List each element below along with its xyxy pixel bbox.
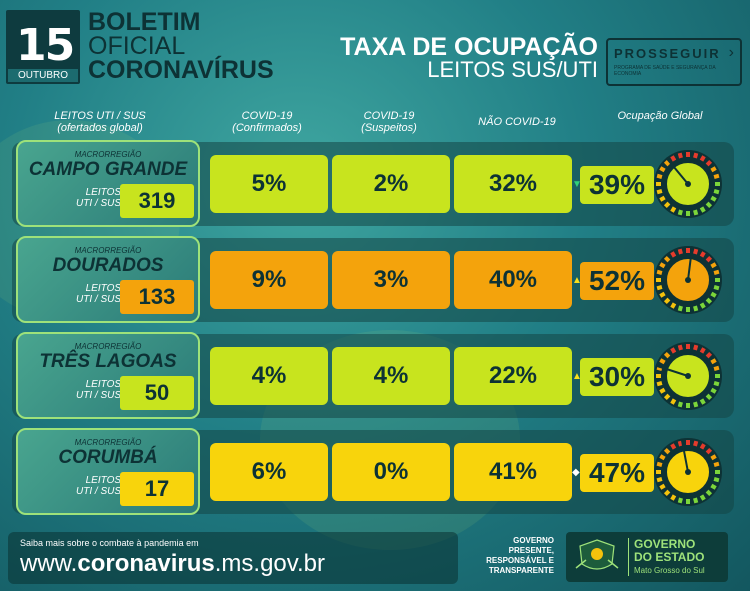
footer-caption: Saiba mais sobre o combate à pandemia em	[20, 538, 199, 548]
suspeitos-cell: 4%	[332, 347, 450, 405]
col-header-confirmados: COVID-19 (Confirmados)	[232, 110, 302, 134]
suspeitos-cell: 3%	[332, 251, 450, 309]
title-line-1: BOLETIM	[88, 8, 201, 36]
title-line-3: CORONAVÍRUS	[88, 56, 274, 84]
leitos-count: 319	[120, 184, 194, 218]
nao-covid-cell: 22%	[454, 347, 572, 405]
chevron-right-icon: ›	[728, 44, 734, 61]
bulletin-title: BOLETIM OFICIAL CORONAVÍRUS	[88, 8, 274, 84]
trend-up-icon: ▲	[572, 371, 582, 382]
footer-url[interactable]: www.coronavirus.ms.gov.br	[20, 550, 325, 577]
taxa-heading: TAXA DE OCUPAÇÃO LEITOS SUS/UTI	[340, 35, 598, 81]
leitos-label: LEITOS UTI / SUS	[76, 283, 122, 305]
leitos-count: 133	[120, 280, 194, 314]
ocupacao-value: 39%	[580, 166, 654, 204]
title-line-2: OFICIAL	[88, 32, 186, 60]
col-header-leitos: LEITOS UTI / SUS (ofertados global)	[54, 110, 146, 134]
nao-covid-cell: 32%	[454, 155, 572, 213]
gov-name: GOVERNO DO ESTADO	[634, 537, 705, 564]
trend-up-icon: ▲	[572, 275, 582, 286]
suspeitos-cell: 2%	[332, 155, 450, 213]
macro-label: MACRORREGIÃO	[74, 438, 142, 447]
confirmados-cell: 4%	[210, 347, 328, 405]
gauge-icon	[654, 342, 722, 410]
region-name: DOURADOS	[52, 255, 164, 276]
gauge-icon	[654, 246, 722, 314]
leitos-label: LEITOS UTI / SUS	[76, 475, 122, 497]
prosseguir-label: PROSSEGUIR	[614, 46, 721, 61]
col-header-nao-covid: NÃO COVID-19	[478, 116, 556, 128]
col-header-suspeitos: COVID-19 (Suspeitos)	[361, 110, 417, 134]
taxa-line-1: TAXA DE OCUPAÇÃO	[340, 33, 598, 61]
trend-flat-icon: ◆	[572, 467, 580, 478]
leitos-label: LEITOS UTI / SUS	[76, 379, 122, 401]
confirmados-cell: 6%	[210, 443, 328, 501]
ocupacao-value: 52%	[580, 262, 654, 300]
region-card: MACRORREGIÃO TRÊS LAGOAS LEITOS UTI / SUS…	[16, 332, 200, 419]
nao-covid-cell: 41%	[454, 443, 572, 501]
gauge-icon	[654, 150, 722, 218]
leitos-count: 17	[120, 472, 194, 506]
date-day: 15	[16, 20, 75, 71]
date-month: OUTUBRO	[8, 69, 78, 82]
prosseguir-logo: PROSSEGUIR PROGRAMA DE SAÚDE E SEGURANÇA…	[606, 38, 742, 86]
trend-down-icon: ▼	[572, 179, 582, 190]
gov-state: Mato Grosso do Sul	[634, 566, 705, 575]
region-name: CAMPO GRANDE	[28, 159, 188, 180]
state-crest-icon	[575, 539, 619, 570]
region-card: MACRORREGIÃO DOURADOS LEITOS UTI / SUS 13…	[16, 236, 200, 323]
leitos-count: 50	[120, 376, 194, 410]
col-header-ocupacao: Ocupação Global	[617, 110, 703, 122]
prosseguir-sub: PROGRAMA DE SAÚDE E SEGURANÇA DA ECONOMI…	[614, 65, 716, 77]
region-name: TRÊS LAGOAS	[39, 351, 177, 372]
region-card: MACRORREGIÃO CORUMBÁ LEITOS UTI / SUS 17	[16, 428, 200, 515]
region-card: MACRORREGIÃO CAMPO GRANDE LEITOS UTI / SU…	[16, 140, 200, 227]
government-slogan: GOVERNO PRESENTE, RESPONSÁVEL E TRANSPAR…	[486, 536, 554, 575]
region-name: CORUMBÁ	[58, 447, 158, 468]
nao-covid-cell: 40%	[454, 251, 572, 309]
leitos-label: LEITOS UTI / SUS	[76, 187, 122, 209]
ocupacao-value: 47%	[580, 454, 654, 492]
confirmados-cell: 5%	[210, 155, 328, 213]
macro-label: MACRORREGIÃO	[74, 246, 142, 255]
date-badge: 15 OUTUBRO	[6, 10, 80, 84]
footer-info: Saiba mais sobre o combate à pandemia em…	[8, 532, 458, 584]
taxa-line-2: LEITOS SUS/UTI	[427, 57, 598, 82]
macro-label: MACRORREGIÃO	[74, 150, 142, 159]
macro-label: MACRORREGIÃO	[74, 342, 142, 351]
suspeitos-cell: 0%	[332, 443, 450, 501]
government-logo: GOVERNO DO ESTADO Mato Grosso do Sul	[566, 532, 728, 582]
confirmados-cell: 9%	[210, 251, 328, 309]
ocupacao-value: 30%	[580, 358, 654, 396]
gauge-icon	[654, 438, 722, 506]
